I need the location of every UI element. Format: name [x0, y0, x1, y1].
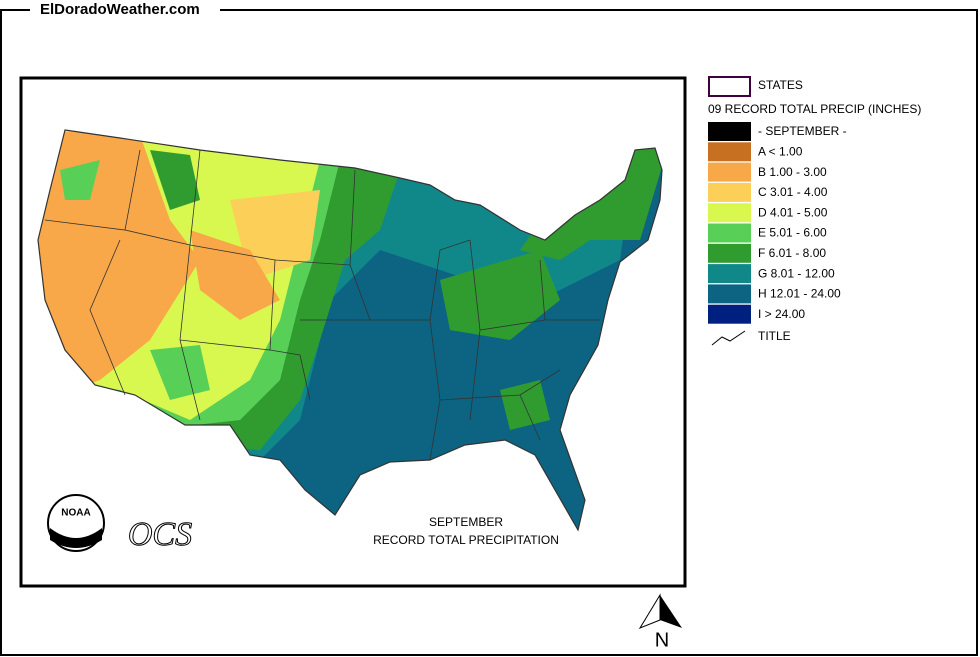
legend-label: I > 24.00	[758, 307, 805, 321]
legend-swatch	[708, 243, 751, 263]
legend-label: - SEPTEMBER -	[758, 124, 847, 138]
legend-swatch	[708, 264, 751, 284]
legend-label: G 8.01 - 12.00	[758, 266, 835, 280]
legend-label: D 4.01 - 5.00	[758, 205, 828, 219]
state-lines	[37, 129, 663, 532]
legend-swatch	[708, 223, 751, 243]
legend-swatch	[708, 162, 751, 182]
states-swatch	[708, 76, 751, 97]
region-f-oh	[440, 250, 560, 340]
map-title-2: RECORD TOTAL PRECIPITATION	[373, 533, 559, 547]
logo-text: NOAA	[61, 508, 90, 519]
region-b-co	[190, 230, 280, 320]
legend-swatch	[708, 122, 751, 141]
compass-label: N	[655, 629, 669, 651]
title-label: TITLE	[758, 329, 791, 343]
legend-swatch	[708, 304, 751, 324]
title-icon	[711, 330, 746, 346]
legend-label: C 3.01 - 4.00	[758, 185, 828, 199]
legend: - SEPTEMBER - A < 1.00 B 1.00 - 3.00 C 3.01…	[708, 122, 847, 324]
noaa-logo: NOAA	[47, 494, 105, 552]
region-e-or	[60, 160, 100, 200]
legend-heading: 09 RECORD TOTAL PRECIP (INCHES)	[708, 102, 921, 116]
compass: N	[638, 593, 682, 651]
region-f-mt	[150, 150, 200, 210]
legend-swatch	[708, 142, 751, 162]
legend-label: F 6.01 - 8.00	[758, 246, 826, 260]
legend-swatch	[708, 182, 751, 202]
legend-label: B 1.00 - 3.00	[758, 165, 827, 179]
legend-label: E 5.01 - 6.00	[758, 226, 827, 240]
outer-frame	[0, 9, 978, 656]
region-f-ga	[500, 380, 550, 430]
agency-text: OCS	[128, 516, 192, 553]
states-label: STATES	[758, 78, 803, 92]
legend-swatch	[708, 203, 751, 223]
legend-label: H 12.01 - 24.00	[758, 287, 841, 301]
region-e-az	[150, 345, 210, 400]
legend-swatch	[708, 284, 751, 304]
map-title-1: SEPTEMBER	[429, 515, 503, 529]
site-name: ElDoradoWeather.com	[40, 1, 200, 18]
legend-label: A < 1.00	[758, 144, 803, 158]
header-bg	[30, 0, 220, 20]
